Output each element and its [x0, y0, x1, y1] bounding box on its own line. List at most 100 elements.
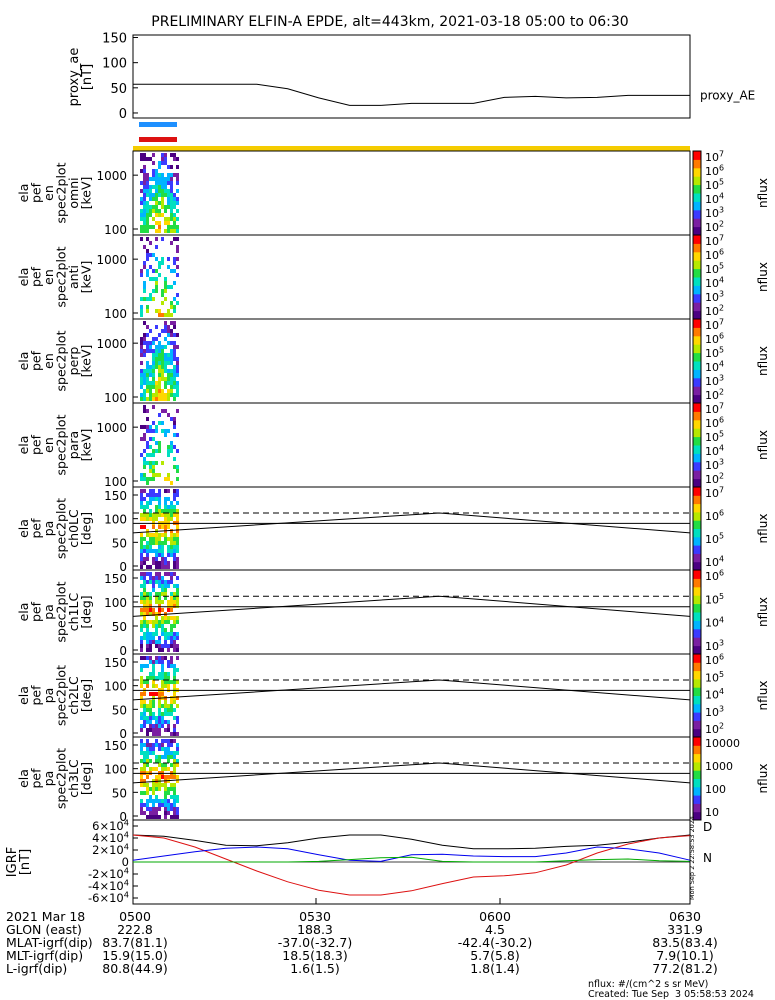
heat-cell — [176, 433, 179, 437]
heat-cell — [176, 716, 179, 720]
heat-cell — [167, 513, 170, 517]
loss-cone-line — [132, 679, 691, 701]
colorbar-cell — [693, 377, 701, 381]
heat-cell — [146, 253, 149, 257]
colorbar-cell — [693, 348, 701, 351]
heat-cell — [158, 361, 161, 365]
heat-cell — [164, 580, 167, 584]
heat-cell — [170, 751, 173, 755]
heat-cell — [146, 541, 149, 545]
heat-cell — [173, 664, 176, 668]
heat-cell — [167, 672, 170, 676]
heat-cell — [158, 341, 161, 345]
colorbar-cell — [693, 327, 701, 330]
heat-cell — [155, 205, 158, 209]
colorbar-cell — [693, 499, 701, 503]
heat-cell — [170, 369, 173, 373]
ylabel-line: ela — [16, 184, 31, 203]
heat-cell — [176, 799, 179, 803]
ylabel-line: spec2plot — [54, 665, 69, 726]
heat-cell — [164, 565, 167, 569]
heat-cell — [143, 409, 146, 413]
heat-cell — [158, 743, 161, 747]
heat-cell — [158, 676, 161, 680]
heat-cell — [155, 759, 158, 763]
heat-cell — [173, 600, 176, 604]
colorbar-cell — [693, 249, 701, 253]
heat-cell — [140, 517, 143, 521]
heat-cell — [155, 565, 158, 569]
heat-cell — [146, 341, 149, 345]
heat-cell — [155, 385, 158, 389]
ylabel-line: pef — [29, 768, 44, 789]
heat-cell — [140, 153, 143, 157]
heat-cell — [164, 229, 167, 233]
heat-cell — [167, 553, 170, 557]
heat-cell — [146, 297, 149, 301]
heat-cell — [140, 513, 143, 517]
heat-cell — [149, 381, 152, 385]
heat-cell — [146, 612, 149, 616]
heat-cell — [140, 767, 143, 771]
heat-cell — [158, 692, 161, 696]
colorbar-cell — [693, 817, 701, 821]
heat-cell — [164, 157, 167, 161]
colorbar-cell — [693, 361, 701, 364]
heat-cell — [173, 545, 176, 549]
heat-cell — [173, 533, 176, 537]
heat-cell — [146, 425, 149, 429]
heat-cell — [176, 537, 179, 541]
heat-cell — [170, 333, 173, 337]
colorbar-cell — [693, 743, 701, 746]
colorbar-cell — [693, 186, 701, 190]
heat-cell — [161, 509, 164, 513]
heat-cell — [173, 549, 176, 553]
panel-frame — [132, 234, 691, 320]
colorbar-cell — [693, 761, 701, 765]
heat-cell — [158, 807, 161, 811]
heat-cell — [143, 461, 146, 465]
colorbar-cell — [693, 298, 701, 301]
heat-cell — [146, 604, 149, 608]
heat-cell — [158, 783, 161, 787]
colorbar-cell — [693, 159, 701, 162]
heat-cell — [149, 493, 152, 497]
heat-cell — [143, 217, 146, 221]
heat-cell — [140, 565, 143, 569]
proxy-ae-ylabel: proxy_ae[nT] — [67, 48, 95, 107]
heat-cell — [167, 767, 170, 771]
heat-cell — [170, 549, 173, 553]
colorbar-cell — [693, 532, 701, 536]
colorbar-cell — [693, 549, 701, 552]
heat-cell — [143, 333, 146, 337]
heat-cell — [155, 620, 158, 624]
heat-cell — [173, 489, 176, 493]
heat-cell — [161, 672, 164, 676]
colorbar-cell — [693, 358, 701, 362]
colorbar-tick-label: 105 — [705, 262, 724, 276]
heat-cell — [176, 357, 179, 361]
colorbar-cell — [693, 398, 701, 402]
heat-cell — [140, 393, 143, 397]
heat-cell — [170, 185, 173, 189]
heat-cell — [158, 537, 161, 541]
heat-cell — [146, 365, 149, 369]
heat-cell — [155, 541, 158, 545]
colorbar-cell — [693, 780, 701, 784]
colorbar-cell — [693, 367, 701, 370]
heat-cell — [164, 433, 167, 437]
heat-cell — [146, 189, 149, 193]
colorbar-cell — [693, 582, 701, 586]
y-tick-label: 100 — [104, 596, 127, 610]
heat-cell — [140, 664, 143, 668]
heat-cell — [167, 333, 170, 337]
colorbar-cell — [693, 707, 701, 711]
heat-cell — [146, 477, 149, 481]
heat-cell — [173, 692, 176, 696]
heat-cell — [167, 743, 170, 747]
heat-cell — [146, 728, 149, 732]
heat-cell — [146, 680, 149, 684]
colorbar-cell — [693, 809, 701, 813]
colorbar-cell — [693, 559, 701, 563]
colorbar-cell — [693, 722, 701, 726]
